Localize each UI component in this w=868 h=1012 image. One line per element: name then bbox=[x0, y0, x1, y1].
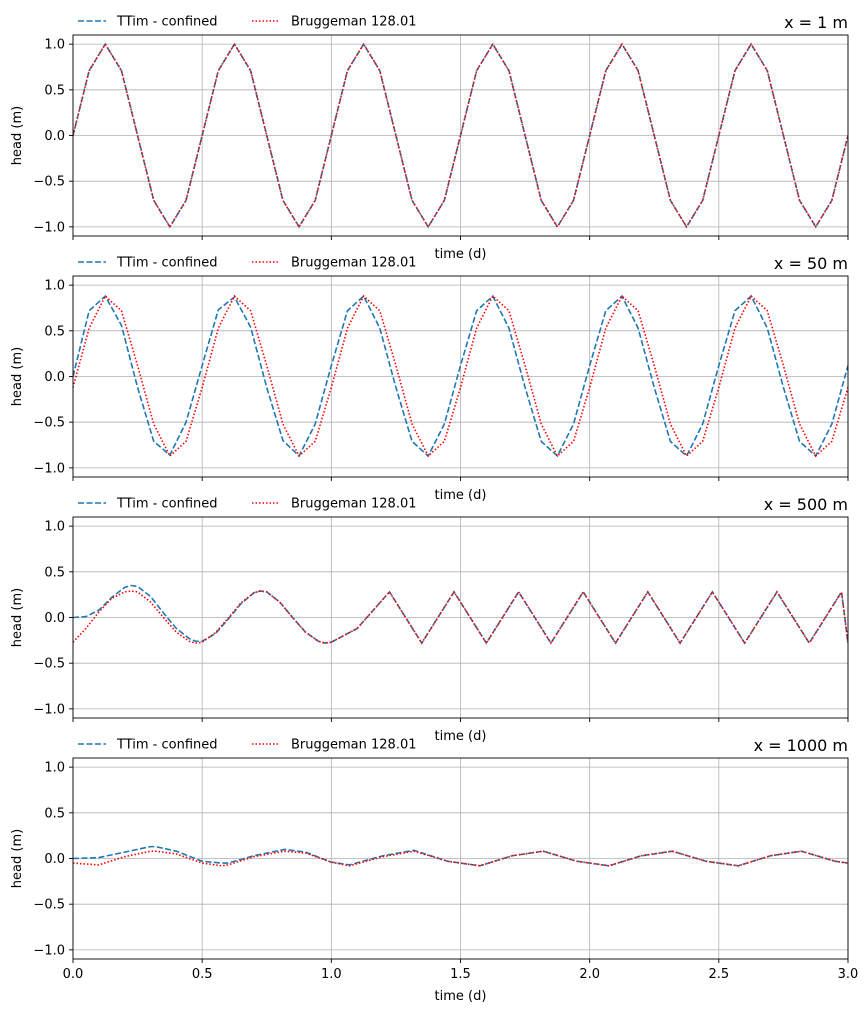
y-tick-label: 0.0 bbox=[44, 370, 65, 385]
x-axis-label: time (d) bbox=[435, 247, 487, 262]
chart-panel-3: −1.0 −0.5 0.0 0.5 1.0 time (d) head (m) x = 500… bbox=[10, 495, 849, 744]
series-line-ttim bbox=[73, 845, 848, 867]
x-tick-label: 1.5 bbox=[450, 967, 471, 982]
y-tick-label: 1.0 bbox=[44, 761, 65, 776]
chart-title: x = 50 m bbox=[774, 254, 848, 273]
chart-title: x = 500 m bbox=[764, 495, 848, 514]
y-tick-label: −1.0 bbox=[33, 702, 65, 717]
y-tick-label: 1.0 bbox=[44, 279, 65, 294]
y-tick-label: 1.0 bbox=[44, 38, 65, 53]
x-axis-label: time (d) bbox=[435, 989, 487, 1004]
y-tick-label: 1.0 bbox=[44, 520, 65, 535]
y-tick-label: 0.5 bbox=[44, 806, 65, 821]
x-tick-label: 3.0 bbox=[838, 967, 859, 982]
y-tick-label: 0.0 bbox=[44, 852, 65, 867]
legend-label-bruggeman: Bruggeman 128.01 bbox=[291, 497, 417, 512]
y-tick-label: −0.5 bbox=[33, 657, 65, 672]
chart-title: x = 1000 m bbox=[754, 736, 848, 755]
chart-panel-4: −1.0 −0.5 0.0 0.5 1.0 0.0 0.5 1.0 1.5 2.0 2.5 3.0 ti… bbox=[10, 736, 858, 1004]
x-axis-label: time (d) bbox=[435, 729, 487, 744]
chart-panel-1: −1.0 −0.5 0.0 0.5 1.0 time (d) head (m) x = 1 m… bbox=[10, 13, 849, 262]
legend-label-bruggeman: Bruggeman 128.01 bbox=[291, 15, 417, 30]
x-tick-label: 0.5 bbox=[192, 967, 213, 982]
y-axis-label: head (m) bbox=[10, 588, 25, 647]
legend-label-bruggeman: Bruggeman 128.01 bbox=[291, 738, 417, 753]
y-tick-label: 0.5 bbox=[44, 565, 65, 580]
series-line-bruggeman bbox=[73, 294, 848, 458]
y-tick-label: −1.0 bbox=[33, 220, 65, 235]
series-line-bruggeman bbox=[73, 589, 848, 645]
y-tick-label: −0.5 bbox=[33, 175, 65, 190]
y-axis-label: head (m) bbox=[10, 829, 25, 888]
y-tick-label: −0.5 bbox=[33, 416, 65, 431]
series-line-ttim bbox=[73, 294, 848, 458]
x-tick-label: 2.5 bbox=[708, 967, 729, 982]
y-tick-label: 0.0 bbox=[44, 129, 65, 144]
legend-label-bruggeman: Bruggeman 128.01 bbox=[291, 256, 417, 271]
legend: TTim - confined Bruggeman 128.01 bbox=[78, 738, 417, 753]
y-tick-label: 0.0 bbox=[44, 611, 65, 626]
x-tick-label: 2.0 bbox=[579, 967, 600, 982]
chart-panel-2: −1.0 −0.5 0.0 0.5 1.0 time (d) head (m) x = 50 … bbox=[10, 254, 849, 503]
chart-title: x = 1 m bbox=[784, 13, 848, 32]
series-line-bruggeman bbox=[73, 850, 848, 867]
x-tick-label: 1.0 bbox=[321, 967, 342, 982]
y-tick-label: 0.5 bbox=[44, 83, 65, 98]
legend-label-ttim: TTim - confined bbox=[116, 15, 218, 30]
y-tick-label: −1.0 bbox=[33, 943, 65, 958]
legend: TTim - confined Bruggeman 128.01 bbox=[78, 497, 417, 512]
legend: TTim - confined Bruggeman 128.01 bbox=[78, 15, 417, 30]
y-axis-label: head (m) bbox=[10, 347, 25, 406]
legend-label-ttim: TTim - confined bbox=[116, 738, 218, 753]
y-axis-label: head (m) bbox=[10, 106, 25, 165]
x-tick-label: 0.0 bbox=[63, 967, 84, 982]
y-tick-label: −0.5 bbox=[33, 898, 65, 913]
y-tick-label: −1.0 bbox=[33, 461, 65, 476]
series-line-bruggeman bbox=[73, 42, 848, 229]
legend-label-ttim: TTim - confined bbox=[116, 497, 218, 512]
legend-label-ttim: TTim - confined bbox=[116, 256, 218, 271]
x-axis-label: time (d) bbox=[435, 488, 487, 503]
y-tick-label: 0.5 bbox=[44, 324, 65, 339]
legend: TTim - confined Bruggeman 128.01 bbox=[78, 256, 417, 271]
